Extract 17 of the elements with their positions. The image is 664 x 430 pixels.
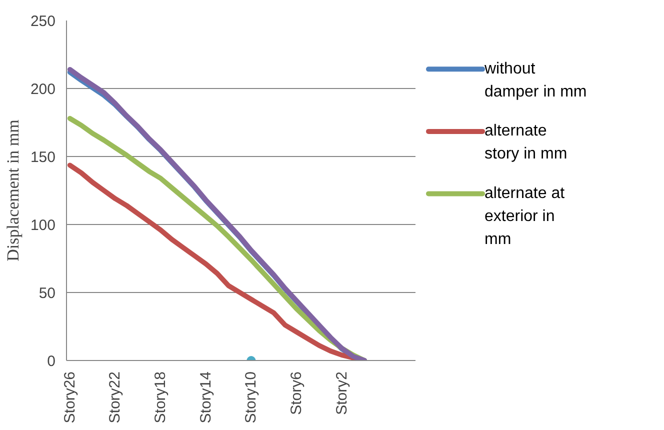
legend-label: alternate story in mm	[484, 122, 568, 163]
x-tick-label: Story26	[61, 371, 78, 424]
y-tick-label: 150	[30, 149, 56, 166]
y-axis-title: Displacement in mm	[3, 120, 22, 262]
x-tick-label: Story6	[288, 371, 306, 415]
y-tick-label: 100	[30, 217, 56, 234]
y-tick-label: 250	[30, 13, 56, 30]
x-tick-label: Story22	[106, 371, 124, 424]
y-tick-label: 0	[47, 353, 56, 370]
x-tick-label: Story14	[197, 371, 214, 424]
legend-label: without damper in mm	[484, 60, 587, 100]
y-tick-label: 50	[38, 285, 56, 302]
legend-label: alternate at exterior in mm	[484, 184, 566, 248]
x-tick-label: Story18	[152, 371, 170, 424]
x-tick-label: Story2	[333, 371, 350, 415]
x-tick-label: Story10	[242, 371, 260, 424]
y-tick-label: 200	[30, 81, 56, 98]
